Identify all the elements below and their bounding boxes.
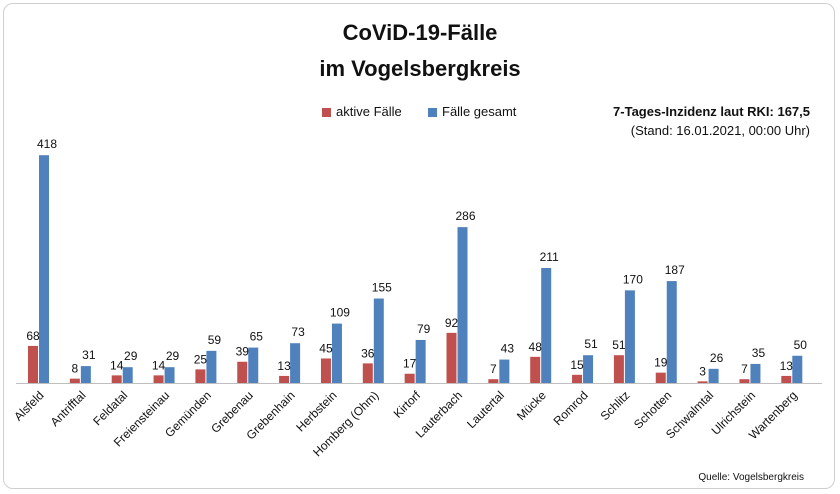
bar-active-4	[195, 369, 206, 383]
data-label-active-2: 14	[110, 358, 124, 372]
bar-active-12	[530, 356, 541, 383]
data-label-total-3: 29	[166, 349, 180, 363]
legend-swatch-total	[428, 108, 437, 117]
bar-total-18	[792, 355, 803, 383]
data-label-total-2: 29	[124, 349, 138, 363]
bar-active-16	[697, 381, 708, 383]
chart-title-line2: im Vogelsbergkreis	[319, 56, 521, 81]
data-label-active-3: 14	[152, 358, 166, 372]
chart-title-line1: CoViD-19-Fälle	[342, 20, 498, 45]
category-label-13: Romrod	[551, 388, 591, 428]
category-label-15: Schotten	[631, 388, 674, 431]
data-label-active-17: 7	[741, 362, 748, 376]
inzidenz-box: 7-Tages-Inzidenz laut RKI: 167,5 (Stand:…	[613, 102, 810, 140]
data-label-active-9: 17	[403, 357, 417, 371]
bar-total-17	[750, 363, 761, 383]
bar-active-1	[69, 378, 80, 383]
data-label-total-15: 187	[665, 263, 685, 277]
bar-total-3	[164, 367, 175, 383]
bar-total-5	[248, 347, 259, 383]
data-label-active-8: 36	[361, 346, 375, 360]
bar-total-2	[122, 367, 133, 383]
bar-active-5	[237, 361, 248, 383]
bar-active-9	[404, 373, 415, 383]
bar-active-6	[279, 375, 290, 383]
data-label-active-0: 68	[26, 329, 40, 343]
data-label-total-8: 155	[372, 281, 392, 295]
bar-active-11	[488, 379, 499, 383]
data-label-total-0: 418	[37, 137, 57, 151]
legend-swatch-active	[322, 108, 331, 117]
bar-active-10	[446, 332, 457, 383]
data-label-active-11: 7	[490, 362, 497, 376]
bar-total-1	[80, 366, 91, 383]
bar-active-0	[28, 345, 38, 383]
data-label-total-7: 109	[330, 306, 350, 320]
data-label-active-7: 45	[319, 341, 333, 355]
bar-total-13	[583, 355, 594, 383]
bar-active-3	[153, 375, 164, 383]
category-label-14: Schlitz	[598, 388, 633, 423]
bar-active-18	[781, 375, 792, 383]
bar-total-16	[708, 368, 719, 383]
bar-total-0	[39, 155, 49, 383]
bar-active-8	[362, 363, 373, 383]
bar-total-12	[541, 268, 552, 383]
data-label-total-5: 65	[250, 330, 264, 344]
data-label-active-18: 13	[780, 359, 794, 373]
bar-total-9	[415, 339, 426, 383]
data-label-total-6: 73	[291, 325, 305, 339]
data-label-active-10: 92	[445, 316, 459, 330]
data-label-active-15: 19	[654, 356, 668, 370]
data-label-total-4: 59	[208, 333, 222, 347]
bar-total-15	[666, 281, 677, 383]
data-label-total-1: 31	[82, 348, 96, 362]
bar-active-7	[320, 358, 331, 383]
legend-label-active: aktive Fälle	[336, 104, 402, 119]
data-label-active-12: 48	[529, 340, 543, 354]
category-label-2: Feldatal	[90, 388, 130, 428]
data-label-active-13: 15	[570, 358, 584, 372]
data-label-active-4: 25	[194, 352, 208, 366]
data-label-total-17: 35	[752, 346, 766, 360]
category-label-12: Mücke	[514, 388, 549, 423]
data-label-total-16: 26	[710, 351, 724, 365]
data-label-total-18: 50	[794, 338, 808, 352]
bar-total-10	[457, 227, 468, 383]
stand-date: (Stand: 16.01.2021, 00:00 Uhr)	[630, 123, 810, 138]
data-label-active-16: 3	[699, 364, 706, 378]
category-label-9: Kirtorf	[391, 388, 424, 421]
data-label-total-12: 211	[540, 250, 559, 264]
bar-active-2	[111, 375, 122, 383]
bar-active-14	[613, 355, 624, 383]
data-label-total-14: 170	[623, 272, 643, 286]
data-label-active-6: 13	[277, 359, 291, 373]
data-label-total-11: 43	[501, 342, 515, 356]
bar-total-14	[624, 290, 635, 383]
legend-label-total: Fälle gesamt	[442, 104, 517, 119]
category-label-11: Lautertal	[464, 388, 507, 431]
bar-total-8	[373, 298, 384, 383]
data-label-active-5: 39	[236, 345, 250, 359]
inzidenz-value: 7-Tages-Inzidenz laut RKI: 167,5	[613, 104, 810, 119]
bar-active-15	[655, 372, 666, 383]
data-label-active-1: 8	[72, 362, 79, 376]
data-label-total-13: 51	[584, 337, 598, 351]
data-label-total-9: 79	[417, 322, 431, 336]
data-label-active-14: 51	[612, 338, 626, 352]
bar-total-7	[331, 323, 342, 383]
chart-frame	[3, 3, 835, 489]
bar-total-4	[206, 350, 217, 383]
category-label-1: Antrifftal	[48, 388, 89, 429]
bar-active-13	[572, 374, 583, 383]
bar-total-6	[290, 343, 301, 383]
bar-active-17	[739, 379, 750, 383]
data-label-total-10: 286	[455, 209, 475, 223]
source-note: Quelle: Vogelsbergkreis	[698, 472, 804, 483]
category-label-0: Alsfeld	[11, 388, 46, 423]
bar-total-11	[499, 359, 510, 383]
